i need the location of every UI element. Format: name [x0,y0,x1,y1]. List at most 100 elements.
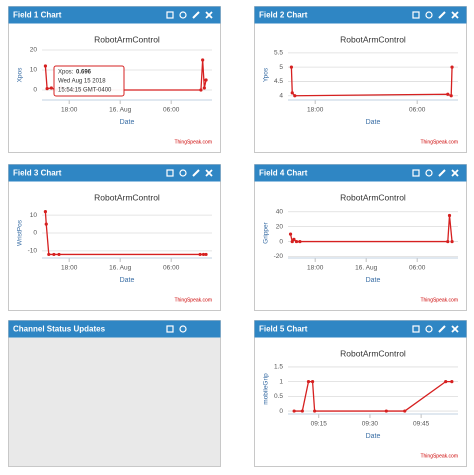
icon-close [451,169,459,177]
icon-comment [179,11,187,19]
data-point [199,88,203,92]
panel-header [254,320,467,338]
data-point [52,252,56,257]
icon-edit [438,325,446,333]
icon-close [205,169,213,177]
header-icon[interactable] [412,11,420,19]
y-axis-label: mobileGrip [263,373,270,405]
icon-external [166,169,174,177]
panel-frame [254,6,467,153]
panel: Channel Status Updates [8,320,221,467]
header-icon[interactable] [166,11,174,19]
data-point [384,409,388,413]
data-point [45,87,49,91]
header-icon[interactable] [438,169,446,177]
panel-title: Channel Status Updates [13,325,106,334]
header-icon[interactable] [451,11,459,19]
icon-close [205,11,213,19]
panel: Field 1 Chart RobotArmControl Xpos 0 10 20 18:… [8,6,221,153]
header-icon[interactable] [425,169,433,177]
y-tick-label: 4 [279,92,283,99]
y-tick-label: 40 [276,208,284,215]
header-icon[interactable] [205,169,213,177]
data-point [288,232,293,236]
header-icon[interactable] [192,169,200,177]
icon-comment [425,169,433,177]
series-line [290,67,453,97]
data-point [43,64,48,68]
x-axis-label: Date [120,277,135,284]
data-point [43,209,48,214]
icon-edit [438,169,446,177]
icon-edit [192,169,200,177]
header-icon[interactable] [179,169,187,177]
data-point [450,65,454,69]
panel-header [254,6,467,24]
panel-title: Field 4 Chart [259,169,308,178]
header-icon[interactable] [425,325,433,333]
y-tick-label: -20 [274,253,284,260]
tooltip-value: 0.696 [76,70,92,76]
x-tick-label: 18:00 [307,107,324,114]
y-tick-label: 0 [33,87,37,94]
y-tick-label: 20 [276,223,284,230]
chart-title: RobotArmControl [340,192,406,202]
icon-edit [192,11,200,19]
data-point [47,252,51,257]
x-tick-label: 06:00 [163,107,180,114]
y-tick-label: 5 [279,64,283,71]
chart-title: RobotArmControl [340,348,406,358]
data-point [44,222,48,226]
panel-header [8,164,221,182]
y-axis-label: Xpos [17,67,24,83]
data-point [450,239,454,244]
header-icon[interactable] [166,325,174,333]
header-icon[interactable] [166,169,174,177]
header-icon[interactable] [412,325,420,333]
data-point [202,86,206,90]
chart-title: RobotArmControl [94,34,160,44]
y-axis-label: WristPos [17,219,24,246]
header-icon[interactable] [451,325,459,333]
header-icon[interactable] [451,169,459,177]
header-icon[interactable] [412,169,420,177]
data-point [290,239,294,244]
data-point [204,78,208,82]
x-tick-label: 16. Aug [109,107,131,114]
icon-external [166,11,174,19]
header-icon[interactable] [425,11,433,19]
header-icon[interactable] [179,11,187,19]
x-tick-label: 18:00 [61,265,78,272]
header-icon[interactable] [179,325,187,333]
data-point [292,409,296,413]
data-point [306,380,311,384]
x-tick-label: 06:00 [409,265,426,272]
panel: Field 2 Chart RobotArmControl Ypos 4 4.5 5 5.5… [254,6,467,153]
data-point [294,239,299,244]
header-icon[interactable] [438,11,446,19]
icon-comment [179,325,187,333]
data-point [403,409,407,413]
header-icon[interactable] [205,11,213,19]
panel-frame [8,164,221,311]
x-tick-label: 06:00 [163,265,180,272]
tooltip-date: Wed Aug 15 2018 [58,79,106,85]
panel-title: Field 5 Chart [259,325,308,334]
credit: ThingSpeak.com [174,297,212,303]
x-tick-label: 09:45 [413,421,430,428]
y-tick-label: 10 [30,212,38,219]
y-tick-label: 5.5 [274,50,283,57]
icon-external [412,169,420,177]
data-point [201,58,205,62]
tooltip-box [53,65,125,97]
chart-title: RobotArmControl [94,192,160,202]
data-point [204,252,208,257]
data-point [447,213,452,218]
header-icon[interactable] [192,11,200,19]
data-point [300,409,304,413]
tooltip-time: 15:54:15 GMT-0400 [58,88,112,94]
header-icon[interactable] [438,325,446,333]
x-tick-label: 06:00 [409,107,426,114]
tooltip-label: Xpos: [58,70,74,76]
